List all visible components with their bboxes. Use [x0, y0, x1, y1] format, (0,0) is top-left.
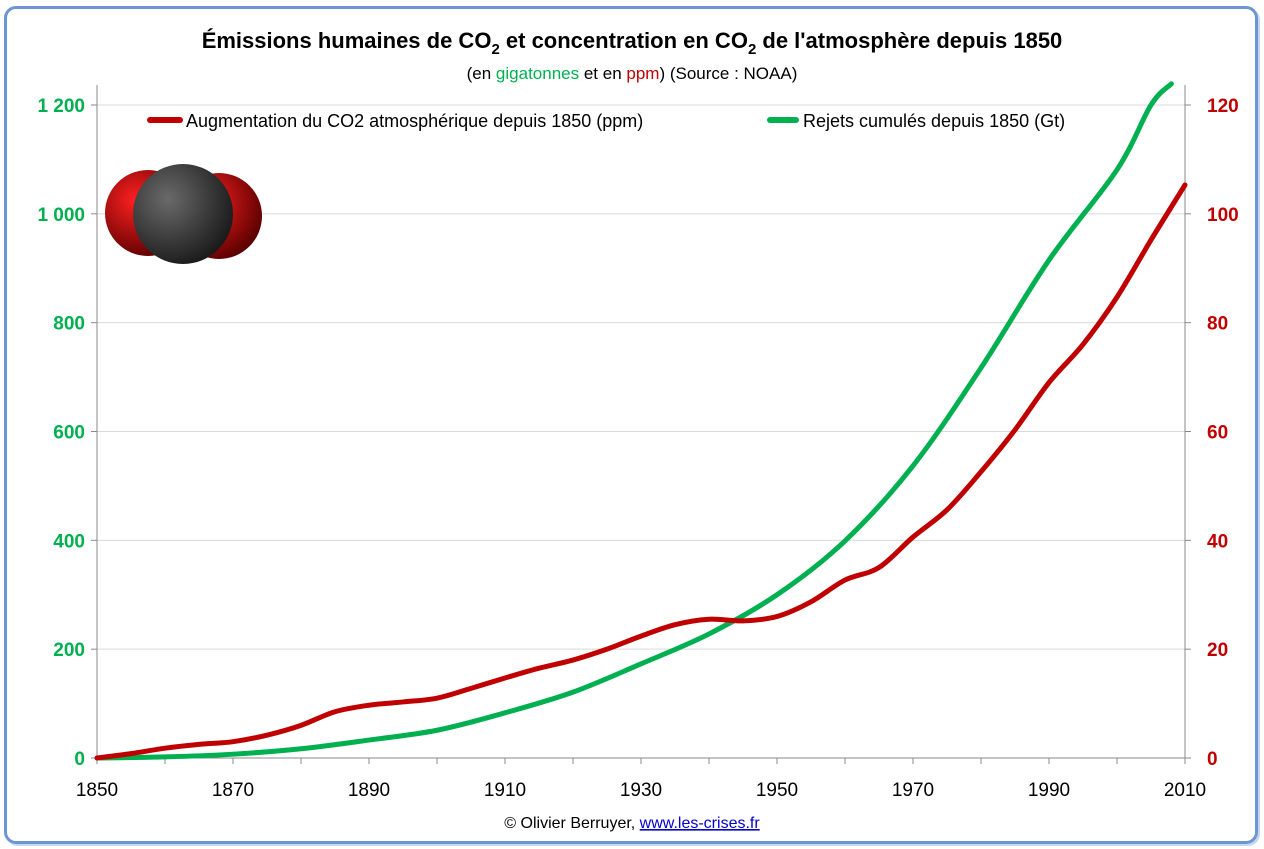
y-left-tick-label: 800 — [53, 314, 85, 335]
co2-molecule-icon — [105, 164, 262, 264]
x-tick-label: 1990 — [1028, 780, 1070, 801]
chart-title: Émissions humaines de CO2 et concentrati… — [202, 28, 1063, 58]
footer-credit: © Olivier Berruyer, www.les-crises.fr — [504, 815, 760, 832]
chart-frame — [4, 6, 1258, 844]
x-tick-label: 1950 — [756, 780, 798, 801]
y-right-tick-label: 100 — [1207, 205, 1239, 226]
y-right-tick-label: 40 — [1207, 531, 1228, 552]
x-tick-label: 2010 — [1164, 780, 1206, 801]
x-tick-label: 1970 — [892, 780, 934, 801]
y-left-tick-label: 600 — [53, 423, 85, 444]
y-right-tick-label: 60 — [1207, 423, 1228, 444]
series-line-ppm — [94, 182, 1188, 761]
x-tick-label: 1910 — [484, 780, 526, 801]
chart-subtitle: (en gigatonnes et en ppm) (Source : NOAA… — [467, 64, 798, 83]
legend-label-gt: Rejets cumulés depuis 1850 (Gt) — [803, 111, 1065, 131]
y-left-tick-label: 1 000 — [37, 205, 85, 226]
legend: Augmentation du CO2 atmosphérique depuis… — [147, 111, 1065, 131]
x-tick-label: 1870 — [212, 780, 254, 801]
y-left-tick-label: 0 — [74, 749, 85, 770]
y-right-tick-label: 120 — [1207, 96, 1239, 117]
y-right-tick-label: 0 — [1207, 749, 1218, 770]
series-line-gt — [94, 81, 1174, 761]
y-left-tick-label: 1 200 — [37, 96, 85, 117]
x-tick-label: 1890 — [348, 780, 390, 801]
x-tick-label: 1850 — [76, 780, 118, 801]
legend-label-ppm: Augmentation du CO2 atmosphérique depuis… — [186, 111, 643, 131]
y-right-tick-label: 80 — [1207, 314, 1228, 335]
x-tick-label: 1930 — [620, 780, 662, 801]
footer-link[interactable]: www.les-crises.fr — [639, 815, 761, 832]
y-right-tick-label: 20 — [1207, 640, 1228, 661]
y-left-tick-label: 200 — [53, 640, 85, 661]
y-left-tick-label: 400 — [53, 531, 85, 552]
